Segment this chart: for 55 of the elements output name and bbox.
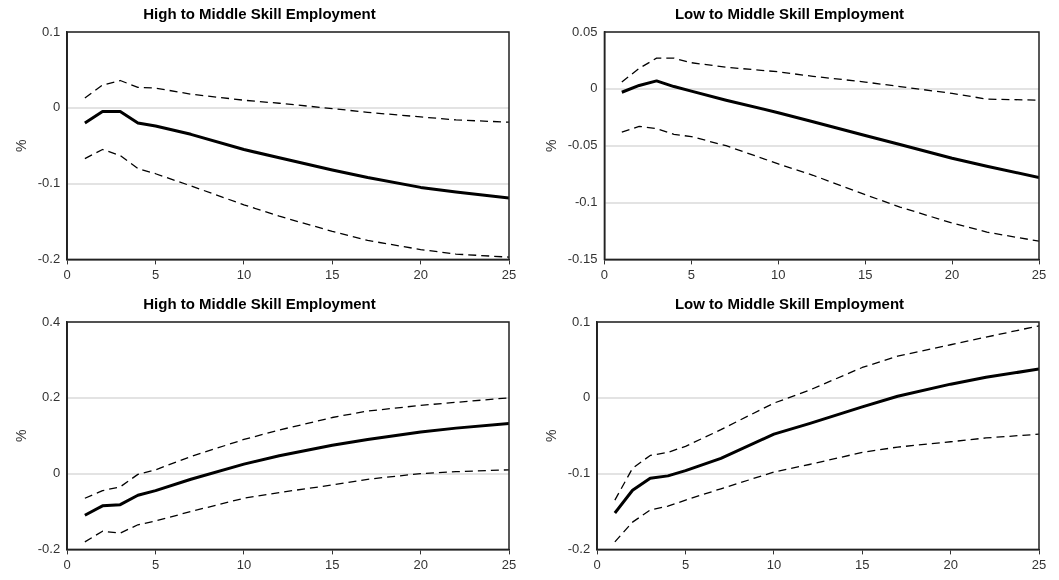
line-series: [84, 148, 509, 258]
x-tick-label: 25: [501, 556, 517, 572]
y-tick-label: -0.1: [575, 194, 598, 210]
y-tick-label: -0.2: [567, 540, 591, 556]
line-series: [614, 325, 1039, 501]
x-tick-label: 5: [151, 266, 160, 282]
y-tick-label: -0.2: [37, 540, 61, 556]
line-series: [84, 79, 509, 123]
x-tick-label: 0: [63, 266, 71, 282]
line-series: [621, 125, 1039, 242]
y-axis-title: %: [543, 429, 560, 442]
x-tick-label: 10: [236, 556, 252, 572]
y-tick-label: 0.4: [42, 313, 61, 329]
x-tick-label: 25: [501, 266, 517, 282]
y-axis-title: %: [543, 139, 560, 152]
y-tick-label: 0.1: [42, 23, 61, 39]
y-tick-label: -0.05: [567, 137, 598, 153]
chart-title: Low to Middle Skill Employment: [674, 5, 905, 23]
y-tick-label: 0: [52, 465, 61, 481]
x-tick-label: 15: [325, 266, 340, 282]
x-tick-label: 10: [771, 266, 786, 282]
y-tick-label: 0.2: [42, 389, 61, 405]
x-tick-label: 10: [766, 556, 782, 572]
chart-title: High to Middle Skill Employment: [143, 295, 376, 313]
x-tick-label: 15: [855, 556, 870, 572]
x-tick-label: 5: [151, 556, 160, 572]
y-tick-label: -0.1: [37, 175, 61, 191]
y-tick-label: 0: [590, 80, 598, 96]
y-tick-label: 0.05: [572, 23, 598, 39]
x-tick-label: 25: [1031, 266, 1047, 282]
line-series: [84, 397, 509, 499]
x-tick-label: 20: [413, 266, 428, 282]
line-series: [614, 433, 1039, 543]
x-tick-label: 10: [236, 266, 252, 282]
y-tick-label: 0.1: [572, 313, 591, 329]
line-series: [84, 469, 509, 543]
y-tick-label: 0: [582, 389, 591, 405]
chart-title: Low to Middle Skill Employment: [674, 295, 905, 313]
x-tick-label: 20: [943, 556, 958, 572]
y-tick-label: -0.1: [567, 465, 591, 481]
x-tick-label: 15: [857, 266, 873, 282]
x-tick-label: 25: [1031, 556, 1047, 572]
x-tick-label: 0: [600, 266, 609, 282]
chart-title: High to Middle Skill Employment: [143, 5, 376, 23]
y-tick-label: -0.2: [37, 250, 61, 266]
x-tick-label: 5: [681, 556, 690, 572]
x-tick-label: 20: [413, 556, 428, 572]
x-tick-label: 0: [63, 556, 71, 572]
x-tick-label: 5: [687, 266, 695, 282]
y-axis-title: %: [13, 139, 30, 152]
y-axis-title: %: [13, 429, 30, 442]
x-tick-label: 15: [325, 556, 340, 572]
x-tick-label: 20: [944, 266, 960, 282]
y-tick-label: -0.15: [567, 250, 598, 266]
y-tick-label: 0: [52, 99, 61, 115]
